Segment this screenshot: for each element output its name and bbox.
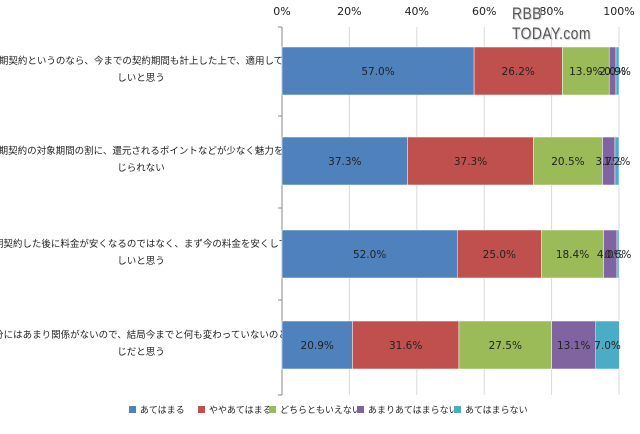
bar-segment-3 bbox=[533, 136, 603, 186]
legend-swatch bbox=[198, 406, 205, 413]
data-label: 20.9% bbox=[301, 340, 334, 352]
category-label: 長期契約というのなら、今までの契約期間も計上した上で、適用してほしいと思う bbox=[0, 55, 293, 84]
data-label: 18.4% bbox=[556, 249, 589, 261]
data-label: 31.6% bbox=[389, 340, 422, 352]
bar-segment-5 bbox=[616, 229, 620, 279]
data-label: 57.0% bbox=[361, 66, 394, 78]
bar-segment-2 bbox=[456, 229, 542, 279]
bar-segment-3 bbox=[458, 320, 552, 370]
bar-segment-1 bbox=[281, 136, 408, 186]
legend-label: あてはまらない bbox=[465, 405, 528, 416]
x-tick-label: 80% bbox=[539, 5, 563, 18]
bar-segment-2 bbox=[473, 46, 563, 96]
category-label-line: 自分にはあまり関係がないので、結局今までと何も変わっていないのと同 bbox=[0, 329, 297, 341]
x-tick-label: 20% bbox=[337, 5, 361, 18]
data-label: 1.2% bbox=[604, 156, 631, 168]
legend-label: あてはまる bbox=[140, 405, 185, 416]
legend-label: ややあてはまる bbox=[209, 405, 272, 416]
legend-label: あまりあてはまらない bbox=[368, 405, 458, 416]
category-label: 自分にはあまり関係がないので、結局今までと何も変わっていないのと同じだと思う bbox=[0, 329, 297, 358]
data-label: 0.6% bbox=[605, 249, 632, 261]
category-label-line: 長期契約した後に料金が安くなるのではなく、まず今の料金を安くしてほ bbox=[0, 238, 298, 250]
category-label-line: じだと思う bbox=[117, 347, 165, 358]
category-label: 長期契約した後に料金が安くなるのではなく、まず今の料金を安くしてほしいと思う bbox=[0, 238, 298, 267]
legend-swatch bbox=[269, 406, 276, 413]
category-label-line: じられない bbox=[117, 163, 165, 174]
category-label-line: 長期契約の対象期間の割に、還元されるポイントなどが少なく魅力を感 bbox=[0, 145, 293, 157]
data-label: 25.0% bbox=[483, 249, 516, 261]
x-tick-label: 0% bbox=[273, 5, 290, 18]
legend-swatch bbox=[454, 406, 461, 413]
legend-swatch bbox=[129, 406, 136, 413]
x-tick-label: 40% bbox=[405, 5, 429, 18]
data-label: 0.9% bbox=[604, 66, 631, 78]
category-label-line: しいと思う bbox=[117, 73, 165, 84]
data-label: 52.0% bbox=[353, 249, 386, 261]
legend-swatch bbox=[357, 406, 364, 413]
data-label: 37.3% bbox=[454, 156, 487, 168]
data-label: 20.5% bbox=[551, 156, 584, 168]
bar-segment-2 bbox=[407, 136, 534, 186]
category-label-line: 長期契約というのなら、今までの契約期間も計上した上で、適用してほ bbox=[0, 55, 293, 67]
category-label: 長期契約の対象期間の割に、還元されるポイントなどが少なく魅力を感じられない bbox=[0, 145, 293, 174]
legend-label: どちらともいえない bbox=[280, 405, 361, 416]
data-label: 26.2% bbox=[502, 66, 535, 78]
x-tick-label: 60% bbox=[472, 5, 496, 18]
x-tick-label: 100% bbox=[603, 5, 634, 18]
bar-segment-1 bbox=[281, 46, 475, 96]
bar-segment-2 bbox=[352, 320, 460, 370]
bar-segment-3 bbox=[541, 229, 604, 279]
data-label: 13.1% bbox=[557, 340, 590, 352]
watermark-logo: RBB TODAY.com bbox=[512, 4, 591, 43]
data-label: 37.3% bbox=[328, 156, 361, 168]
data-label: 7.0% bbox=[594, 340, 621, 352]
bar-segment-3 bbox=[562, 46, 610, 96]
bar-segment-1 bbox=[281, 229, 458, 279]
bar-segment-5 bbox=[615, 46, 620, 96]
data-label: 2.0% bbox=[599, 66, 626, 78]
category-label-line: しいと思う bbox=[117, 256, 165, 267]
data-label: 27.5% bbox=[489, 340, 522, 352]
bar-segment-5 bbox=[595, 320, 620, 370]
bar-segment-5 bbox=[614, 136, 620, 186]
data-label: 13.9% bbox=[569, 66, 602, 78]
